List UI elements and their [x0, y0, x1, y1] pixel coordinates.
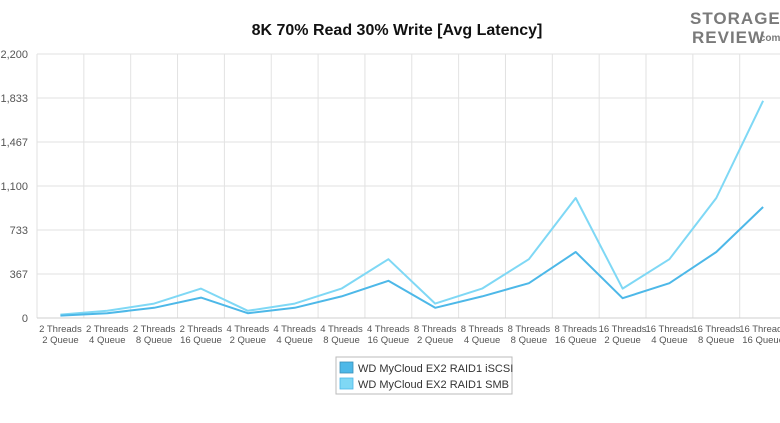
x-tick-label: 2 Threads — [86, 324, 129, 335]
legend-label-1: WD MyCloud EX2 RAID1 SMB — [358, 379, 509, 391]
x-tick-label: 2 Threads — [133, 324, 176, 335]
x-tick-label: 4 Queue — [651, 335, 687, 346]
x-tick-label: 2 Queue — [42, 335, 78, 346]
x-tick-label: 16 Threads — [739, 324, 780, 335]
x-tick-label: 2 Queue — [230, 335, 266, 346]
y-tick-label: 733 — [10, 225, 28, 237]
x-tick-label: 16 Threads — [692, 324, 740, 335]
x-tick-label: 8 Threads — [508, 324, 551, 335]
legend-box — [335, 356, 513, 395]
y-axis: 0 367 733 1,100 1,467 1,833 2,200 — [0, 49, 28, 325]
x-tick-label: 16 Threads — [645, 324, 693, 335]
x-tick-label: 8 Queue — [698, 335, 734, 346]
series-line-0 — [60, 206, 764, 317]
x-tick-label: 16 Threads — [599, 324, 647, 335]
series-lines — [60, 100, 765, 317]
watermark-line1: STORAGE — [690, 9, 780, 28]
x-tick-label: 8 Queue — [511, 335, 547, 346]
x-tick-label: 2 Queue — [417, 335, 453, 346]
x-tick-label: 8 Threads — [554, 324, 597, 335]
x-tick-label: 2 Threads — [180, 324, 223, 335]
legend-swatch-0 — [339, 361, 354, 374]
x-tick-label: 2 Queue — [604, 335, 640, 346]
series-line-1 — [60, 100, 765, 316]
y-tick-label: 2,200 — [0, 49, 28, 61]
x-tick-label: 4 Queue — [89, 335, 125, 346]
x-tick-label: 2 Threads — [39, 324, 82, 335]
x-tick-label: 16 Queue — [367, 335, 409, 346]
x-tick-label: 16 Queue — [180, 335, 222, 346]
x-tick-label: 4 Queue — [276, 335, 312, 346]
chart-title: 8K 70% Read 30% Write [Avg Latency] — [252, 22, 543, 39]
legend-label-0: WD MyCloud EX2 RAID1 iSCSI — [358, 363, 513, 375]
legend: WD MyCloud EX2 RAID1 iSCSI WD MyCloud EX… — [335, 356, 513, 395]
x-tick-label: 4 Threads — [367, 324, 410, 335]
legend-swatch-1 — [339, 377, 354, 390]
watermark-suffix: .com — [757, 33, 780, 44]
x-tick-label: 8 Threads — [414, 324, 457, 335]
x-tick-label: 8 Queue — [136, 335, 172, 346]
x-tick-label: 4 Queue — [464, 335, 500, 346]
watermark-line2: REVIEW — [692, 28, 765, 47]
x-tick-label: 8 Threads — [461, 324, 504, 335]
x-tick-label: 16 Queue — [555, 335, 597, 346]
x-tick-label: 8 Queue — [323, 335, 359, 346]
x-tick-label: 4 Threads — [320, 324, 363, 335]
x-tick-label: 4 Threads — [273, 324, 316, 335]
x-tick-label: 4 Threads — [227, 324, 270, 335]
y-tick-label: 1,833 — [0, 93, 28, 105]
y-tick-label: 367 — [10, 269, 28, 281]
watermark-logo: STORAGE REVIEW .com — [690, 9, 780, 47]
y-tick-label: 0 — [22, 313, 28, 325]
y-tick-label: 1,100 — [0, 181, 28, 193]
y-tick-label: 1,467 — [0, 137, 28, 149]
x-tick-label: 16 Queue — [742, 335, 780, 346]
